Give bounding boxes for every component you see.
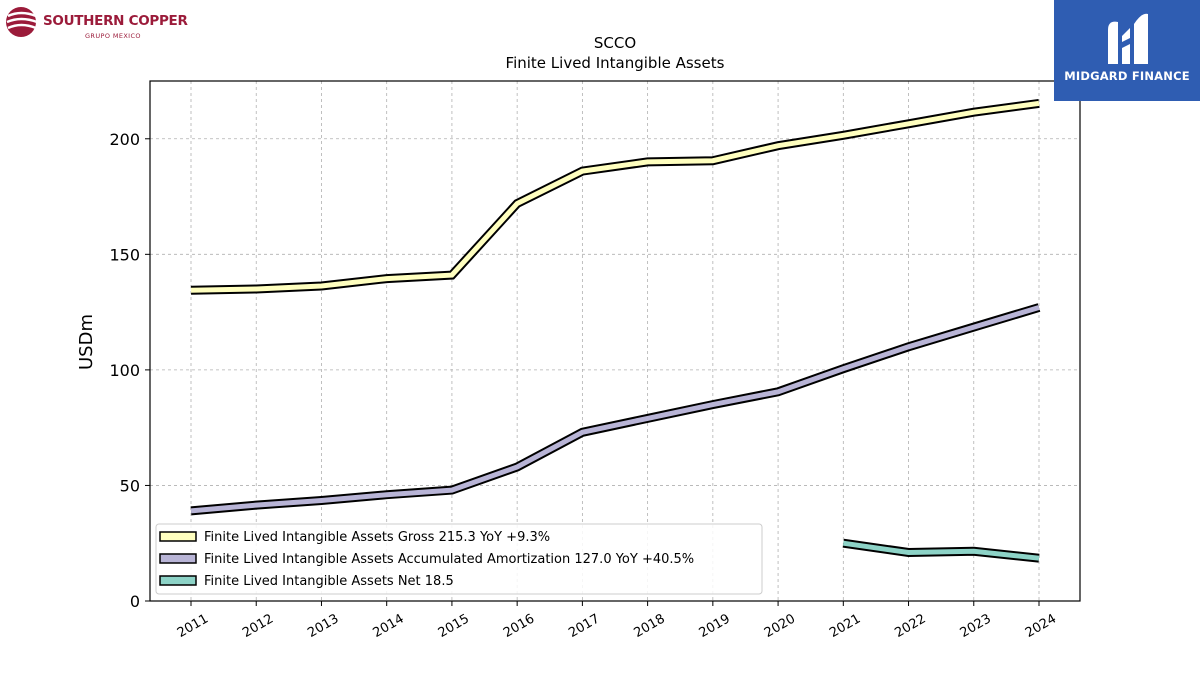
legend-swatch bbox=[159, 575, 197, 586]
y-tick-label: 200 bbox=[109, 130, 140, 149]
x-tick-label: 2022 bbox=[892, 611, 928, 641]
x-tick-label: 2018 bbox=[631, 611, 667, 641]
x-tick-label: 2019 bbox=[697, 611, 733, 641]
x-tick-label: 2013 bbox=[305, 611, 341, 641]
series-2-line bbox=[842, 540, 1040, 561]
series-0-outline bbox=[190, 98, 1040, 295]
southern-copper-name: SOUTHERN COPPER bbox=[43, 13, 188, 29]
x-tick-label: 2020 bbox=[762, 611, 798, 641]
series-1-line bbox=[190, 305, 1040, 514]
y-tick-label: 0 bbox=[130, 592, 140, 611]
midgard-emblem-icon bbox=[1108, 13, 1148, 64]
southern-copper-emblem-icon bbox=[6, 7, 38, 37]
x-tick-label: 2011 bbox=[175, 611, 211, 641]
legend-label: Finite Lived Intangible Assets Gross 215… bbox=[204, 530, 550, 545]
chart-subtitle: Finite Lived Intangible Assets bbox=[506, 54, 725, 72]
chart-title: SCCO bbox=[594, 34, 636, 52]
series-1-outline bbox=[190, 303, 1041, 516]
x-tick-label: 2023 bbox=[958, 611, 994, 641]
grid-lines bbox=[150, 81, 1080, 602]
legend-swatch bbox=[159, 553, 197, 564]
x-tick-label: 2012 bbox=[240, 611, 276, 641]
x-tick-label: 2014 bbox=[371, 611, 407, 641]
southern-copper-subtitle: GRUPO MEXICO bbox=[85, 32, 141, 40]
y-tick-label: 150 bbox=[109, 245, 140, 264]
y-axis-label: USDm bbox=[76, 314, 97, 370]
x-tick-label: 2021 bbox=[827, 611, 863, 641]
legend-swatch bbox=[159, 531, 197, 542]
legend: Finite Lived Intangible Assets Gross 215… bbox=[155, 523, 763, 595]
southern-copper-logo: SOUTHERN COPPER GRUPO MEXICO bbox=[4, 4, 194, 44]
x-tick-label: 2017 bbox=[566, 611, 602, 641]
legend-box bbox=[155, 523, 763, 595]
x-tick-label: 2024 bbox=[1023, 611, 1059, 641]
midgard-finance-name: MIDGARD FINANCE bbox=[1064, 69, 1190, 83]
series-lines bbox=[190, 98, 1041, 563]
x-tick-label: 2016 bbox=[501, 611, 537, 641]
x-tick-label: 2015 bbox=[436, 611, 472, 641]
midgard-finance-logo: MIDGARD FINANCE bbox=[1054, 0, 1200, 101]
plot-frame bbox=[149, 80, 1081, 602]
legend-label: Finite Lived Intangible Assets Accumulat… bbox=[204, 552, 694, 567]
y-tick-label: 50 bbox=[120, 476, 140, 495]
series-0-line bbox=[190, 100, 1040, 293]
y-tick-label: 100 bbox=[109, 361, 140, 380]
legend-label: Finite Lived Intangible Assets Net 18.5 bbox=[204, 574, 454, 589]
